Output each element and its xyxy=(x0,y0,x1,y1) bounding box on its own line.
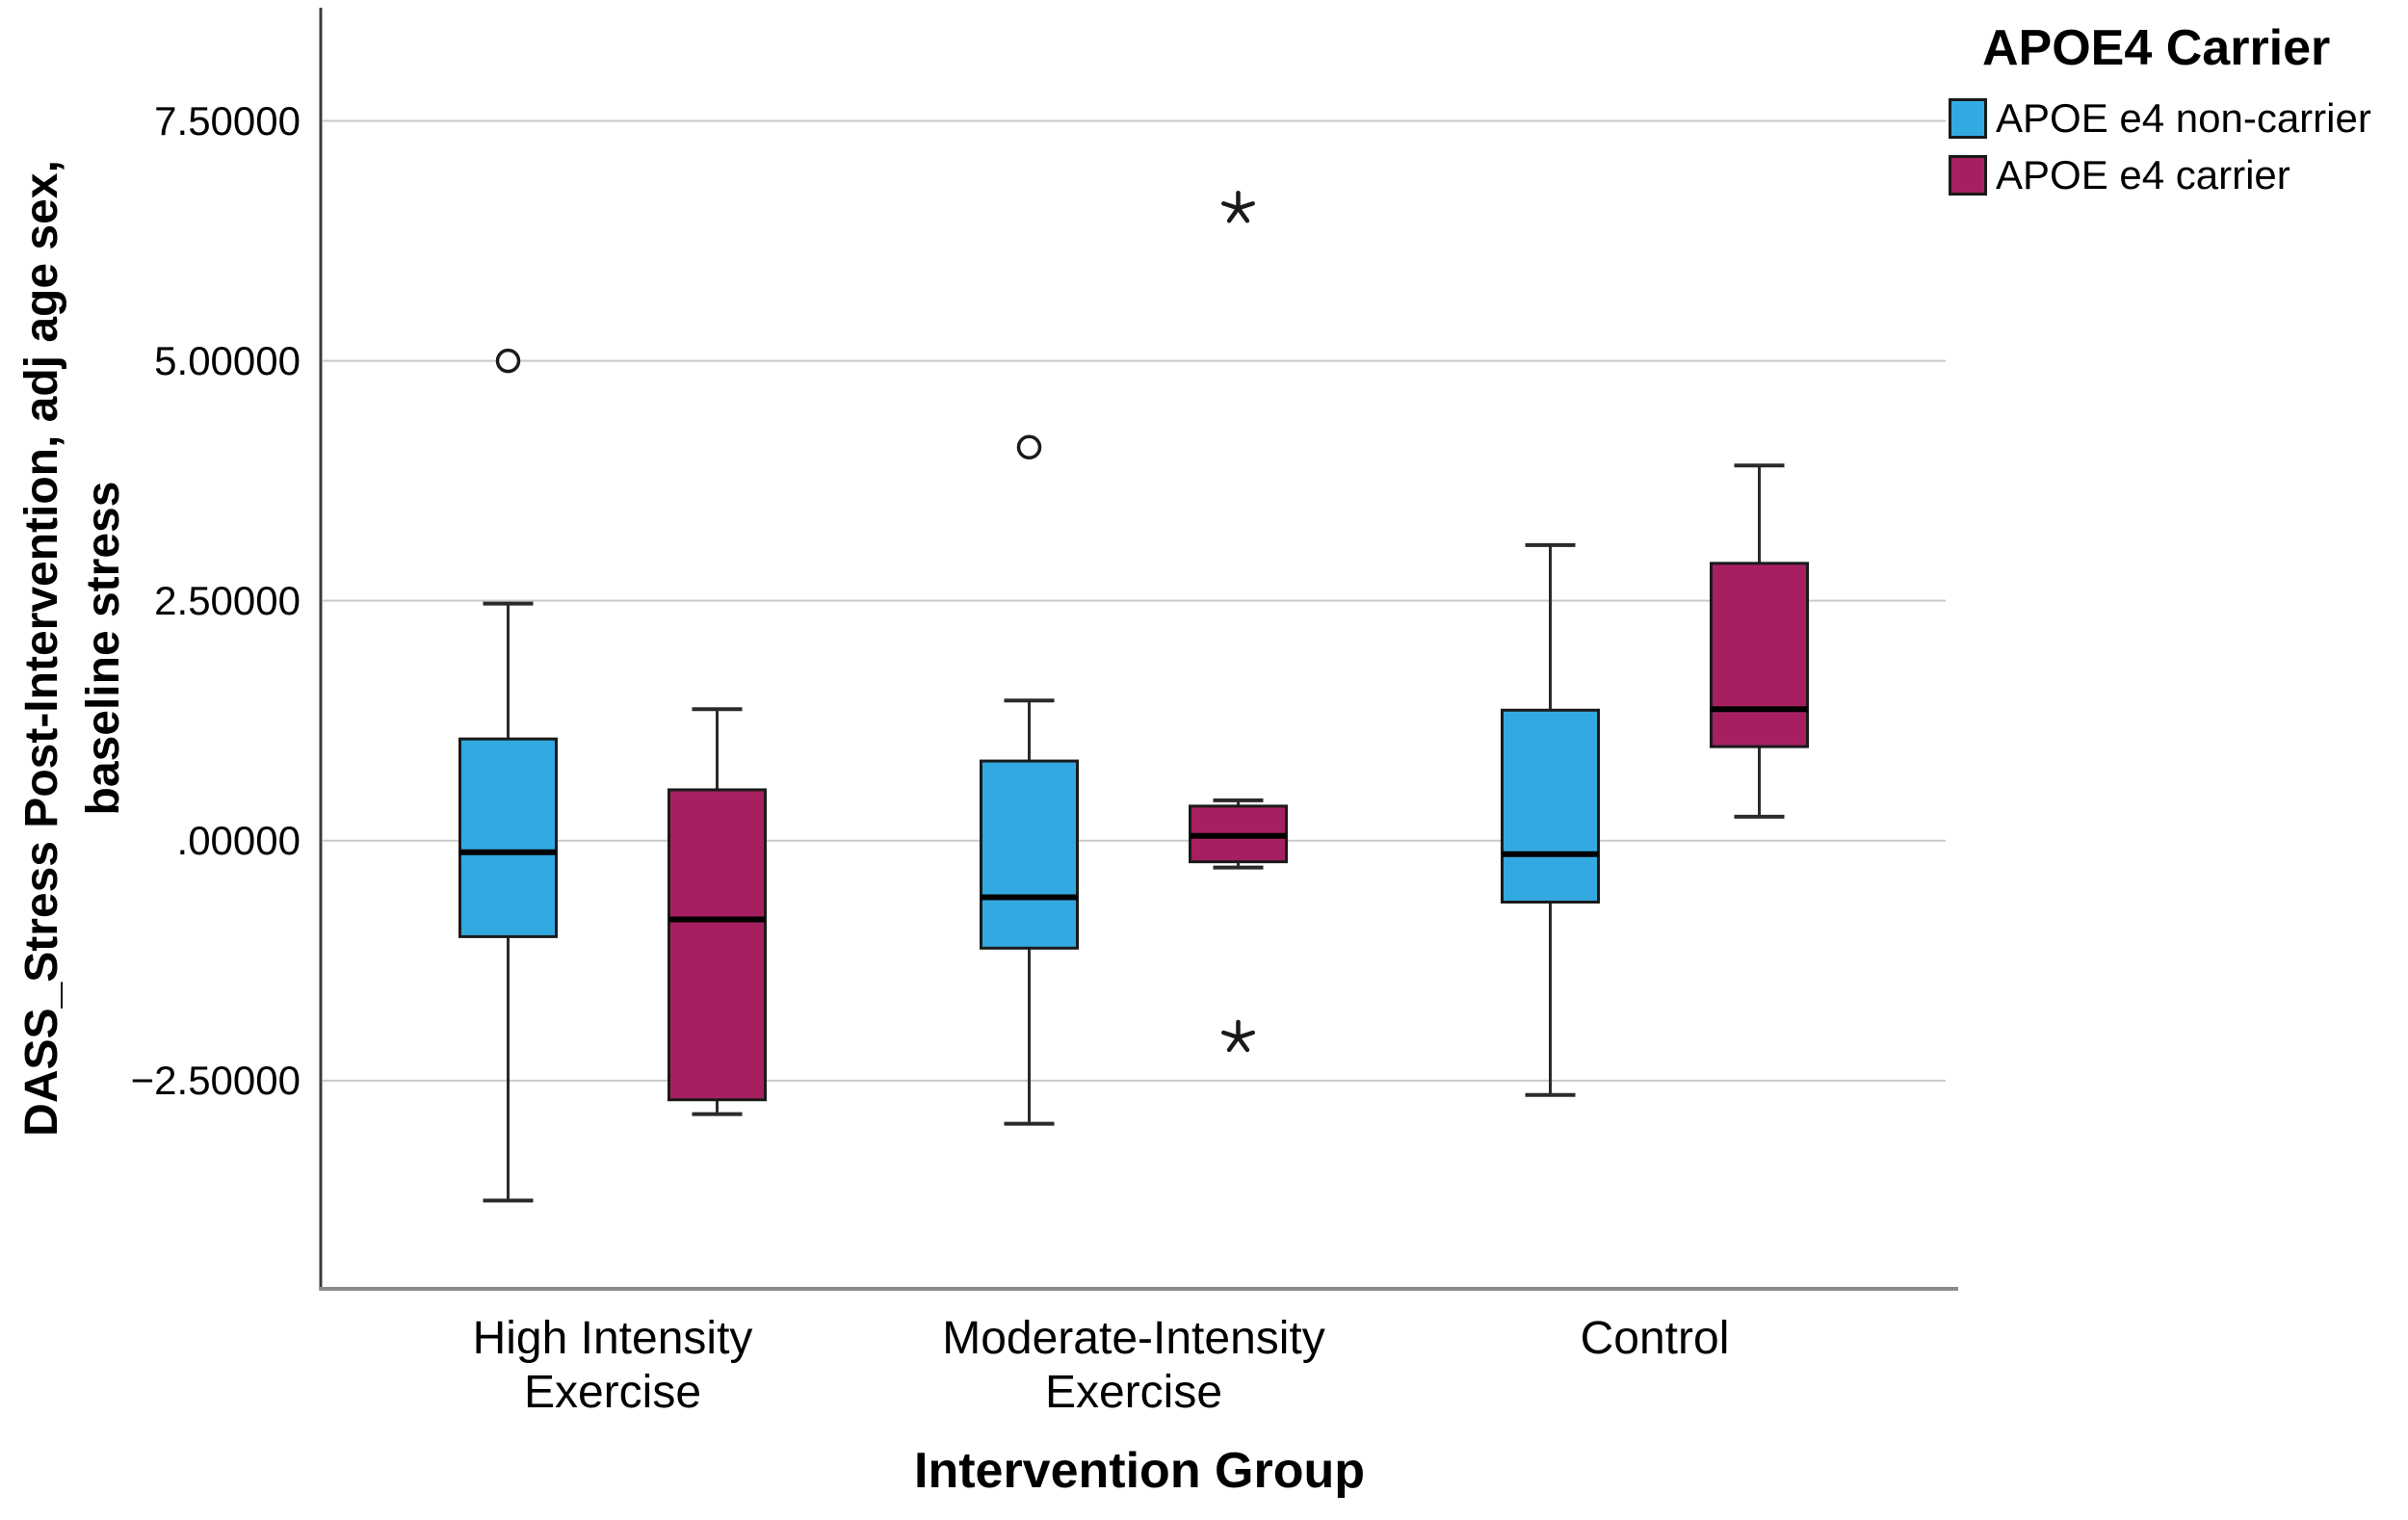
outlier-star-carrier-group2 xyxy=(1226,1035,1241,1053)
x-tick-label-line: Moderate-Intensity xyxy=(942,1313,1325,1364)
outlier-star-carrier-group2 xyxy=(1236,205,1250,223)
outlier-star-carrier-group2 xyxy=(1221,201,1241,211)
x-tick-label-line: Exercise xyxy=(523,1367,702,1418)
outlier-circle-noncarrier-group2 xyxy=(1016,434,1042,460)
x-tick-label-line: High Intensity xyxy=(472,1313,753,1364)
legend-swatch-icon xyxy=(1949,155,1987,196)
legend-title: APOE4 Carrier xyxy=(1982,20,2331,76)
y-tick-label: −2.50000 xyxy=(130,1057,301,1103)
box-noncarrier-group3 xyxy=(1501,708,1600,904)
box-noncarrier-group1 xyxy=(458,737,558,938)
legend: APOE4 Carrier APOE e4 non-carrier APOE e4… xyxy=(1949,19,2401,196)
box-noncarrier-group2 xyxy=(980,759,1079,950)
x-tick-label-line: Exercise xyxy=(1044,1367,1223,1418)
outlier-star-carrier-group2 xyxy=(1236,1030,1255,1040)
x-axis-title: Intervention Group xyxy=(914,1443,1365,1499)
x-tick-label-group3: Control xyxy=(1385,1312,1924,1366)
y-tick-label: 2.50000 xyxy=(154,577,301,623)
legend-item-label: APOE e4 non-carrier xyxy=(1996,95,2371,141)
box-carrier-group3 xyxy=(1710,562,1809,748)
x-tick-label-group1: High Intensity Exercise xyxy=(343,1312,882,1420)
legend-swatch-icon xyxy=(1949,98,1987,139)
legend-item-non-carrier: APOE e4 non-carrier xyxy=(1949,98,2401,139)
legend-item-carrier: APOE e4 carrier xyxy=(1949,155,2401,196)
y-tick-label: 5.00000 xyxy=(154,337,301,383)
outlier-star-carrier-group2 xyxy=(1236,201,1255,211)
outlier-star-carrier-group2 xyxy=(1236,1035,1250,1053)
box-carrier-group1 xyxy=(667,788,767,1102)
legend-items: APOE e4 non-carrier APOE e4 carrier xyxy=(1949,98,2401,196)
outlier-star-carrier-group2 xyxy=(1221,1030,1241,1040)
x-tick-label-group2: Moderate-Intensity Exercise xyxy=(864,1312,1403,1420)
y-tick-label: 7.50000 xyxy=(154,97,301,144)
x-tick-label-line: Control xyxy=(1580,1313,1730,1364)
outlier-star-carrier-group2 xyxy=(1226,205,1241,223)
outlier-circle-noncarrier-group1 xyxy=(495,348,521,374)
legend-item-label: APOE e4 carrier xyxy=(1996,152,2290,197)
y-tick-label: .00000 xyxy=(176,817,301,863)
